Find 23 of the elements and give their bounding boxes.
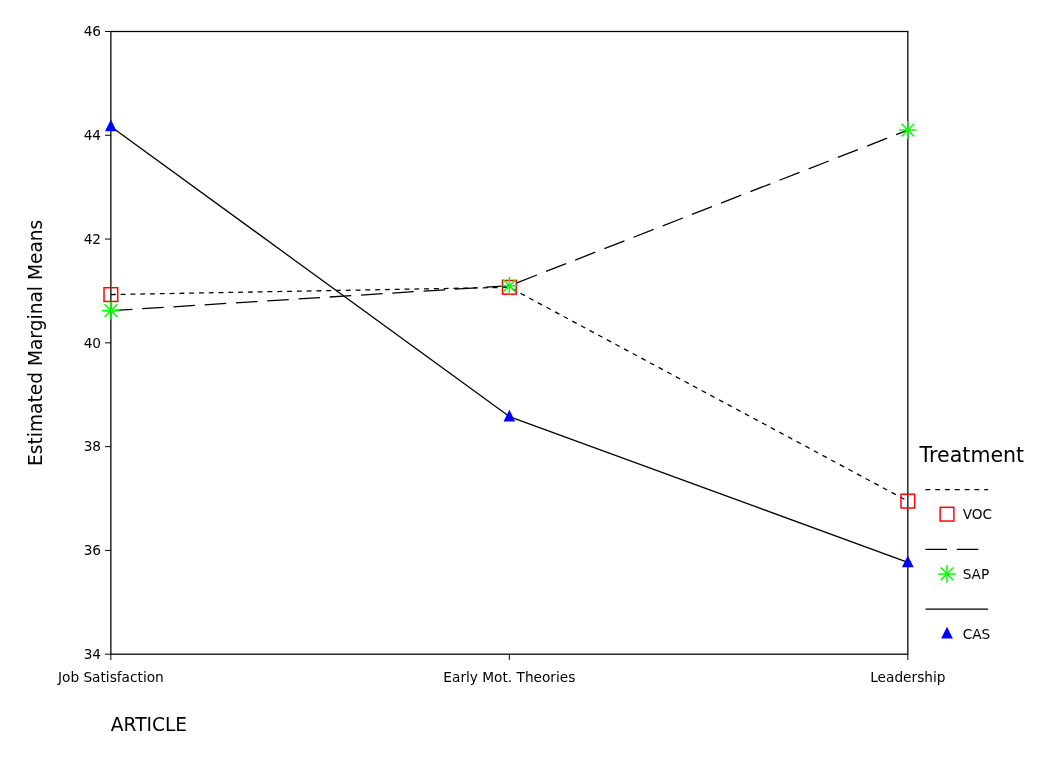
- point: [901, 555, 914, 568]
- y-tick-label: 36: [83, 542, 102, 559]
- y-axis-title: Estimated Marginal Means: [25, 219, 47, 466]
- y-tick-label: 42: [83, 230, 102, 247]
- y-tick-label: 34: [83, 645, 102, 662]
- legend-label: CAS: [962, 625, 991, 642]
- point: [103, 286, 119, 303]
- point: [104, 119, 117, 132]
- x-axis-title: ARTICLE: [110, 713, 188, 735]
- y-tick-label: 38: [83, 438, 102, 455]
- x-tick-label: Early Mot. Theories: [443, 668, 576, 685]
- x-tick-label: Job Satisfaction: [56, 668, 164, 685]
- point: [898, 120, 918, 140]
- y-tick-label: 46: [83, 23, 102, 40]
- legend-label: SAP: [962, 565, 990, 582]
- point: [503, 409, 516, 422]
- legend-title: Treatment: [918, 443, 1025, 468]
- y-tick-label: 44: [83, 127, 102, 144]
- legend-label: VOC: [962, 506, 993, 523]
- x-tick-label: Leadership: [870, 668, 946, 685]
- point: [101, 301, 121, 321]
- y-tick-label: 40: [83, 334, 102, 351]
- point: [900, 493, 916, 509]
